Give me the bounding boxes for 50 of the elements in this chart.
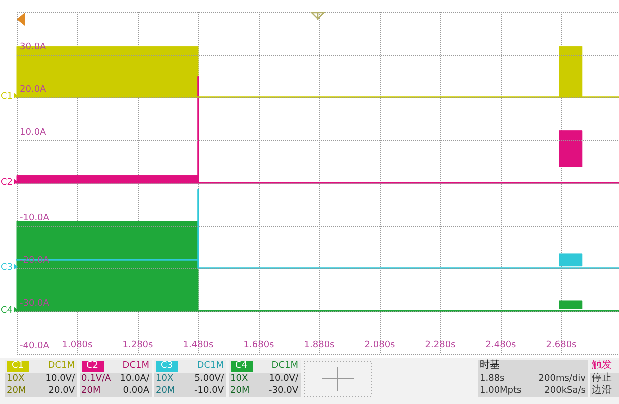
text: 200kSa/s [544, 385, 586, 397]
text: 10X [7, 373, 25, 385]
legend-label: C2 [1, 178, 14, 188]
x-tick-label: 1.080s [62, 340, 94, 350]
text: 边沿 [592, 385, 612, 397]
text: 时基 [480, 360, 500, 372]
y-tick-label: 20.0A [20, 85, 48, 95]
y-tick-label: -10.0A [20, 213, 50, 224]
x-tick-label: 1.280s [122, 340, 154, 350]
text: 0.00A [123, 385, 150, 397]
text: -10.0V [194, 385, 224, 397]
x-tick-label: 2.480s [486, 340, 517, 350]
x-tick-label: 1.880s [304, 340, 336, 350]
text: 10.0A/ [120, 373, 150, 385]
x-tick-label: 1.680s [244, 340, 275, 350]
text: C3 [161, 361, 174, 371]
text: 200ms/div [538, 373, 586, 385]
text: C1 [12, 361, 24, 371]
y-tick-label: -40.0A [20, 342, 50, 352]
text: 10.0V/ [269, 373, 298, 385]
text: -30.0V [269, 385, 298, 397]
text: 10X [156, 373, 174, 385]
x-tick-label: 2.080s [364, 340, 396, 350]
text: DC1M [272, 360, 298, 372]
text: 10.0V/ [46, 373, 75, 385]
text: DC1M [48, 360, 75, 372]
text: 停止 [592, 373, 612, 384]
text: 0.1V/A [82, 373, 112, 385]
x-tick-label: 2.680s [546, 340, 578, 350]
y-tick-label: 10.0A [20, 128, 48, 138]
text: 20M [7, 385, 26, 397]
text: 1.88s [480, 373, 505, 385]
text: 20M [82, 385, 101, 397]
text: 触发 [592, 360, 612, 372]
legend-label: C3 [1, 263, 14, 274]
y-tick-label: -30.0A [20, 298, 50, 309]
text: 5.00V/ [194, 373, 224, 385]
text: DC1M [197, 360, 224, 372]
legend-label: C4 [1, 306, 14, 317]
text: 20.0V [48, 385, 75, 397]
text: 20M [230, 385, 250, 397]
text: 20M [156, 385, 176, 397]
text: 1.00Mpts [480, 385, 522, 397]
legend-label: C1 [1, 92, 14, 103]
text: C2 [86, 361, 99, 371]
text: 10X [230, 373, 248, 385]
x-tick-label: 1.480s [183, 340, 214, 350]
x-tick-label: 2.280s [425, 340, 456, 350]
text: DC1M [122, 360, 150, 372]
text: C4 [236, 361, 248, 371]
